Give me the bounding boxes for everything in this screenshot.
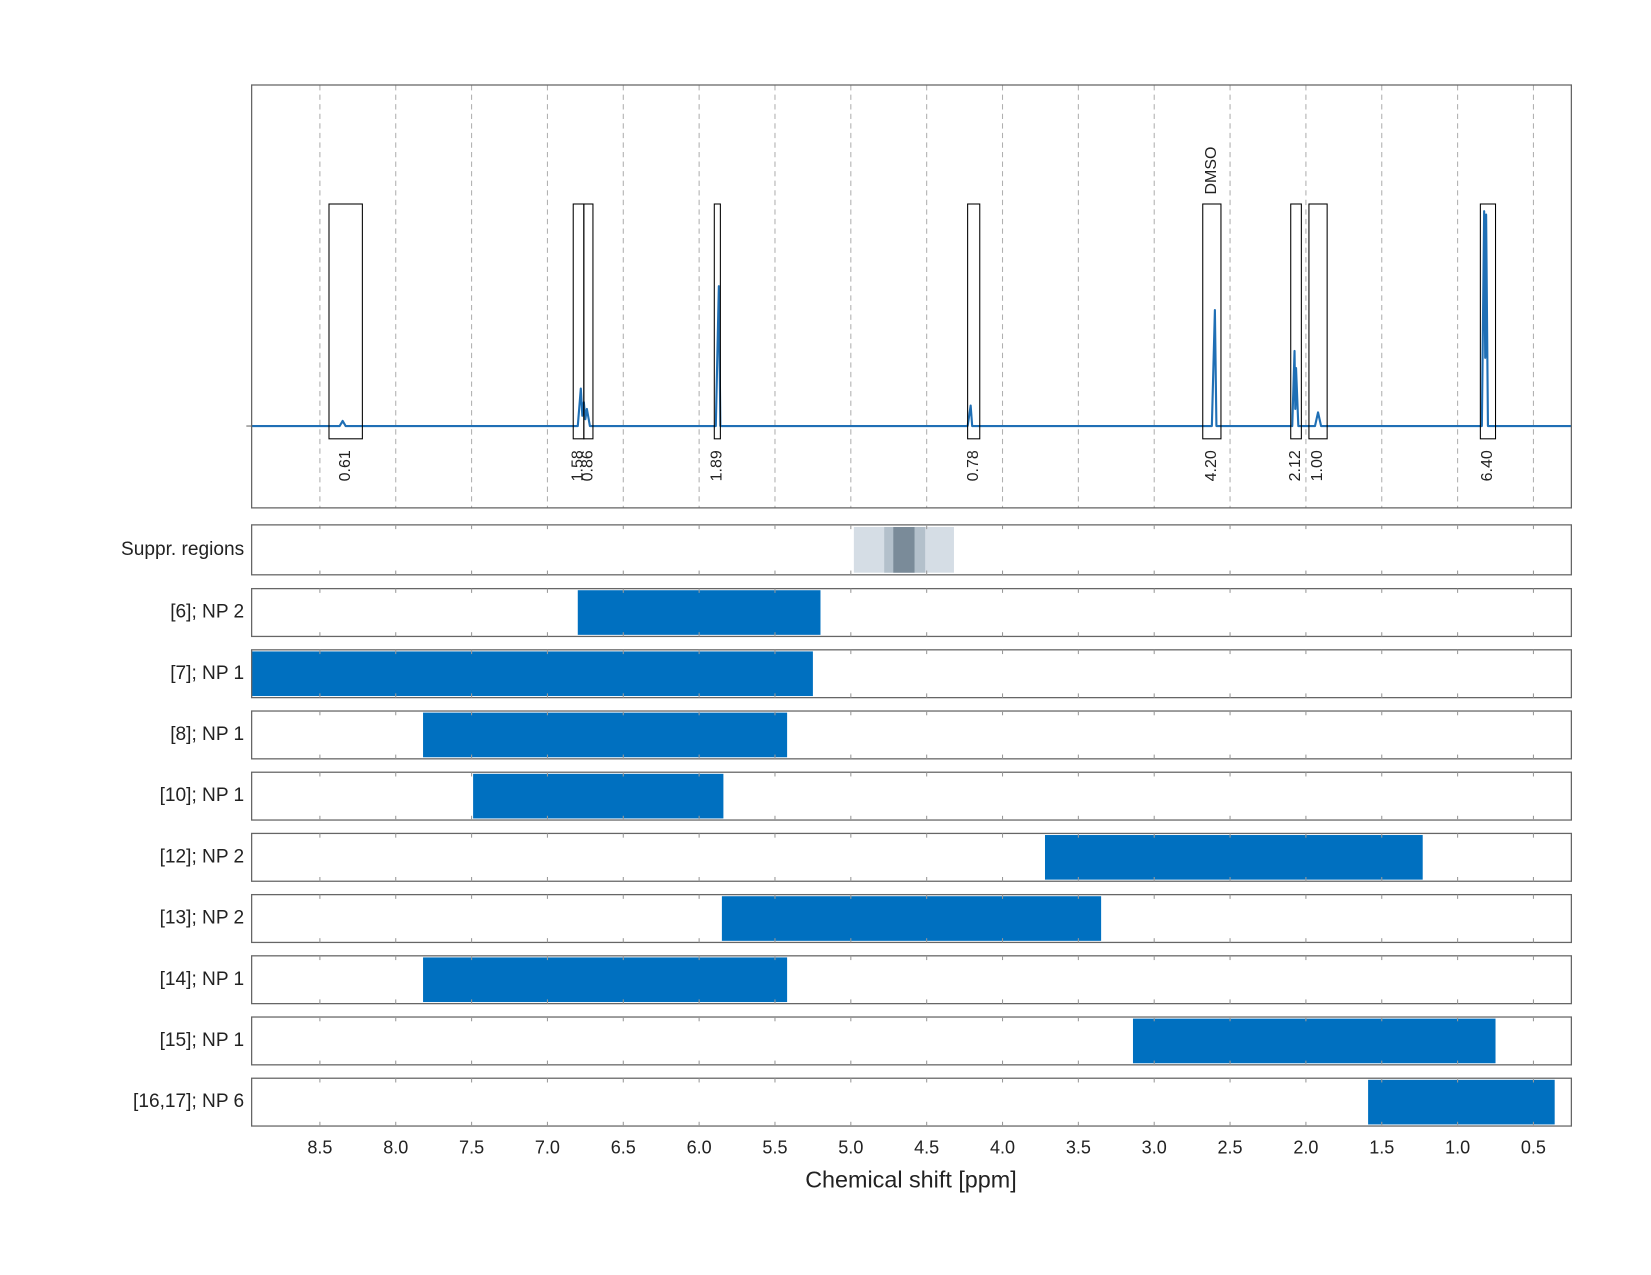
panel-frame [250,771,1573,821]
row-label: [14]; NP 1 [160,969,245,990]
range-bar [1368,1079,1555,1125]
x-tick-label: 0.5 [1521,1137,1546,1157]
integral-label: 4.20 [1203,450,1220,481]
range-bar [423,712,788,758]
panel-frame [250,893,1573,944]
x-tick-label: 7.5 [459,1137,484,1157]
integral-label: 6.40 [1479,450,1496,481]
panel-frame [250,710,1573,760]
spectrum-frame [250,84,1573,509]
row-label: [6]; NP 2 [170,602,244,623]
range-bar [1044,835,1423,880]
panel-frame [250,955,1573,1005]
row-label: [10]; NP 1 [160,785,245,806]
row-label: [7]; NP 1 [170,663,244,684]
x-axis-title: Chemical shift [ppm] [805,1167,1017,1193]
panel-frame [250,1016,1573,1066]
integral-label: 2.12 [1287,450,1304,481]
panel-frame [250,524,1573,576]
x-tick-label: 4.5 [914,1137,939,1157]
integral-label: 0.78 [965,450,982,481]
panel-frame [250,587,1573,638]
integral-box [328,203,363,440]
x-tick-label: 3.5 [1066,1137,1091,1157]
integral-box [1290,203,1302,440]
panel-frame [250,832,1573,882]
range-bar [473,773,724,819]
range-bar [251,651,813,697]
row-label: [12]; NP 2 [160,846,245,867]
x-tick-label: 1.0 [1445,1137,1470,1157]
x-tick-label: 2.0 [1293,1137,1318,1157]
panel-frame [250,649,1573,699]
integral-label: 0.61 [337,450,354,481]
integral-label: 1.89 [709,450,726,481]
spectrum-line [251,210,1572,428]
range-bar [423,957,788,1003]
peak-annotation: DMSO [1203,147,1220,195]
x-tick-label: 8.5 [307,1137,332,1157]
integral-box [967,203,981,440]
integral-box [1308,203,1328,440]
x-tick-label: 4.0 [990,1137,1015,1157]
integral-box [583,203,594,440]
x-tick-label: 1.5 [1369,1137,1394,1157]
x-tick-label: 8.0 [383,1137,408,1157]
integral-label: 0.86 [580,450,597,481]
range-bar [577,590,821,635]
x-tick-label: 5.5 [762,1137,787,1157]
integral-label: 1.00 [1309,450,1326,481]
integral-box [1202,203,1222,440]
x-tick-label: 6.5 [611,1137,636,1157]
x-tick-label: 7.0 [535,1137,560,1157]
row-label: Suppr. regions [121,539,244,560]
x-tick-label: 5.0 [838,1137,863,1157]
row-label: [13]; NP 2 [160,908,245,929]
x-tick-label: 6.0 [687,1137,712,1157]
panel-frame [250,1077,1573,1127]
integral-box [1479,203,1497,440]
range-bar [721,896,1102,941]
row-label: [8]; NP 1 [170,724,244,745]
suppressed-region [893,527,915,573]
x-tick-label: 3.0 [1142,1137,1167,1157]
integral-box [713,203,721,440]
integral-label: 1.58 [570,450,587,481]
x-tick-label: 2.5 [1218,1137,1243,1157]
range-bar [1132,1018,1496,1064]
row-label: [16,17]; NP 6 [133,1091,244,1112]
row-label: [15]; NP 1 [160,1030,245,1051]
